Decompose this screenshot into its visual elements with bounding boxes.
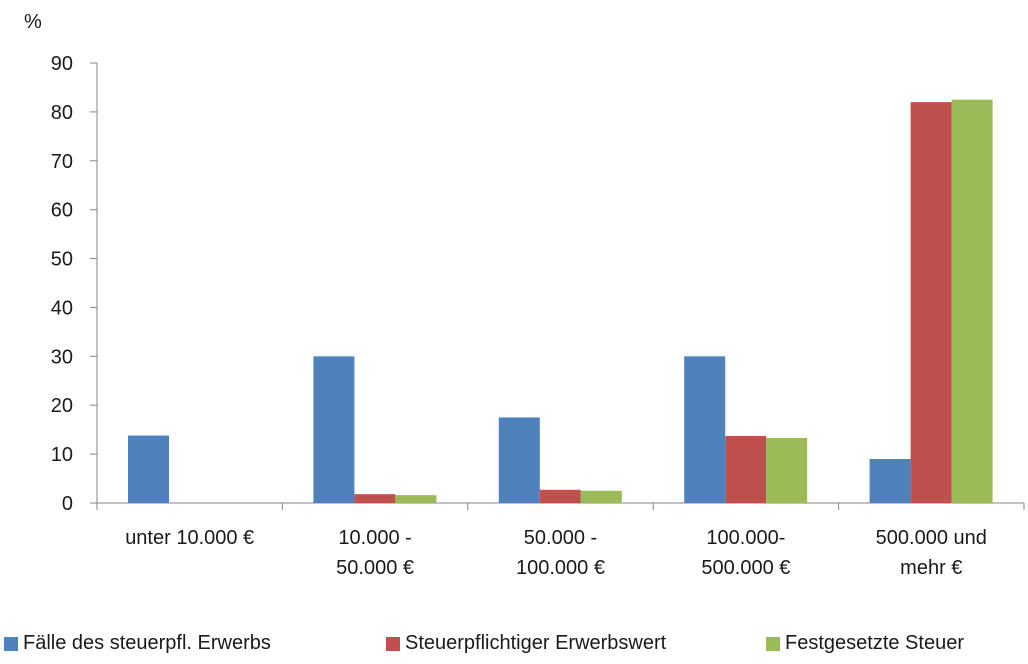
bar-faelle	[869, 459, 911, 503]
y-tick-label: 30	[51, 346, 73, 368]
x-tick-label-line: 500.000 und	[876, 527, 987, 549]
bar-steuer	[766, 437, 808, 503]
x-tick-label-line: 50.000 -	[524, 527, 597, 549]
bar-erwerbswert	[725, 436, 767, 503]
legend-item-faelle: Fälle des steuerpfl. Erwerbs	[4, 632, 271, 655]
x-tick-label-line: mehr €	[900, 557, 962, 579]
x-tick-label-line: 100.000 €	[516, 557, 605, 579]
y-tick-label: 10	[51, 444, 73, 466]
bar-erwerbswert	[539, 489, 581, 503]
bar-erwerbswert	[354, 494, 396, 503]
x-tick-label-line: 10.000 -	[338, 527, 411, 549]
legend-swatch-faelle	[4, 636, 18, 651]
x-tick-label: unter 10.000 €	[125, 527, 254, 549]
y-axis-label: %	[24, 11, 42, 33]
bar-faelle	[313, 356, 355, 503]
bar-faelle	[684, 356, 726, 503]
x-tick-label-line: unter 10.000 €	[125, 527, 254, 549]
bar-steuer	[951, 99, 993, 504]
bars	[128, 99, 993, 504]
bar-erwerbswert	[910, 102, 952, 503]
x-tick-label-line: 500.000 €	[701, 557, 790, 579]
legend-label-steuer: Festgesetzte Steuer	[785, 632, 964, 654]
legend-label-faelle: Fälle des steuerpfl. Erwerbs	[23, 632, 271, 654]
legend-label-erwerbswert: Steuerpflichtiger Erwerbswert	[405, 632, 667, 654]
legend-item-steuer: Festgesetzte Steuer	[766, 632, 964, 655]
x-axis: unter 10.000 € 10.000 - 50.000 € 50.000 - 10…	[96, 502, 1025, 579]
bar-steuer	[395, 495, 437, 503]
bar-chart: % 0 10 20 30 40 50 60 70 80 90 unter 10.000 € 10.0…	[24, 11, 1025, 579]
x-tick-label-line: 100.000-	[706, 527, 785, 549]
y-tick-label: 50	[51, 249, 73, 271]
x-tick-label-line: 50.000 €	[336, 557, 414, 579]
y-tick-label: 60	[51, 200, 73, 222]
bar-steuer	[580, 490, 622, 503]
y-tick-label: 40	[51, 297, 73, 319]
x-tick-label: 10.000 - 50.000 €	[336, 527, 414, 579]
legend-swatch-erwerbswert	[386, 636, 400, 651]
bar-faelle	[498, 417, 540, 503]
x-tick-label: 50.000 - 100.000 €	[516, 527, 605, 579]
y-tick-label: 0	[62, 493, 73, 515]
bar-faelle	[128, 435, 169, 503]
y-tick-label: 90	[51, 53, 73, 75]
x-tick-label: 500.000 und mehr €	[876, 527, 987, 579]
y-tick-label: 20	[51, 395, 73, 417]
y-tick-label: 70	[51, 151, 73, 173]
legend: Fälle des steuerpfl. Erwerbs Steuerpflic…	[0, 632, 1028, 660]
legend-item-erwerbswert: Steuerpflichtiger Erwerbswert	[386, 632, 666, 655]
x-tick-label: 100.000- 500.000 €	[701, 527, 790, 579]
y-tick-label: 80	[51, 102, 73, 124]
y-axis: 0 10 20 30 40 50 60 70 80 90	[51, 53, 98, 515]
legend-swatch-steuer	[766, 636, 780, 651]
